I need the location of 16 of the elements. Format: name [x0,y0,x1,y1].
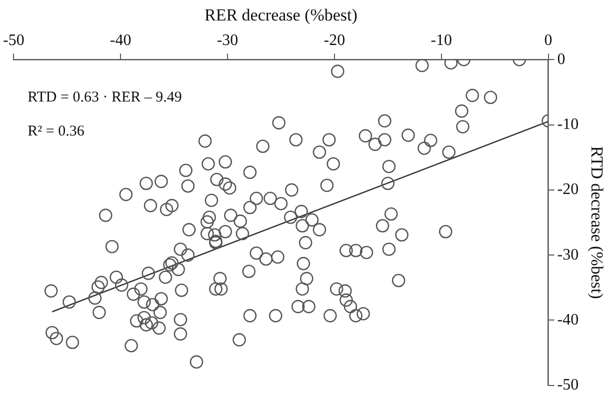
y-tick-label: -10 [557,116,579,133]
y-tick-label: -20 [557,181,579,198]
x-tick-label: -30 [216,32,238,50]
y-tick-label: -40 [557,311,579,328]
x-tick-label: -20 [324,32,346,50]
x-tick-label: -10 [430,32,452,50]
annotation: R² = 0.36 [28,124,85,140]
x-tick-label: -50 [3,32,24,50]
x-tick-label: -40 [110,32,132,50]
x-tick-label: 0 [544,32,552,50]
y-tick-label: -30 [557,246,579,264]
y-axis-title: RTD decrease (%best) [587,146,606,299]
x-axis-title: RER decrease (%best) [204,6,358,25]
annotation: RTD = 0.63 · RER – 9.49 [28,90,182,106]
y-tick-label: -50 [557,376,579,394]
y-tick-label: 0 [557,50,566,68]
